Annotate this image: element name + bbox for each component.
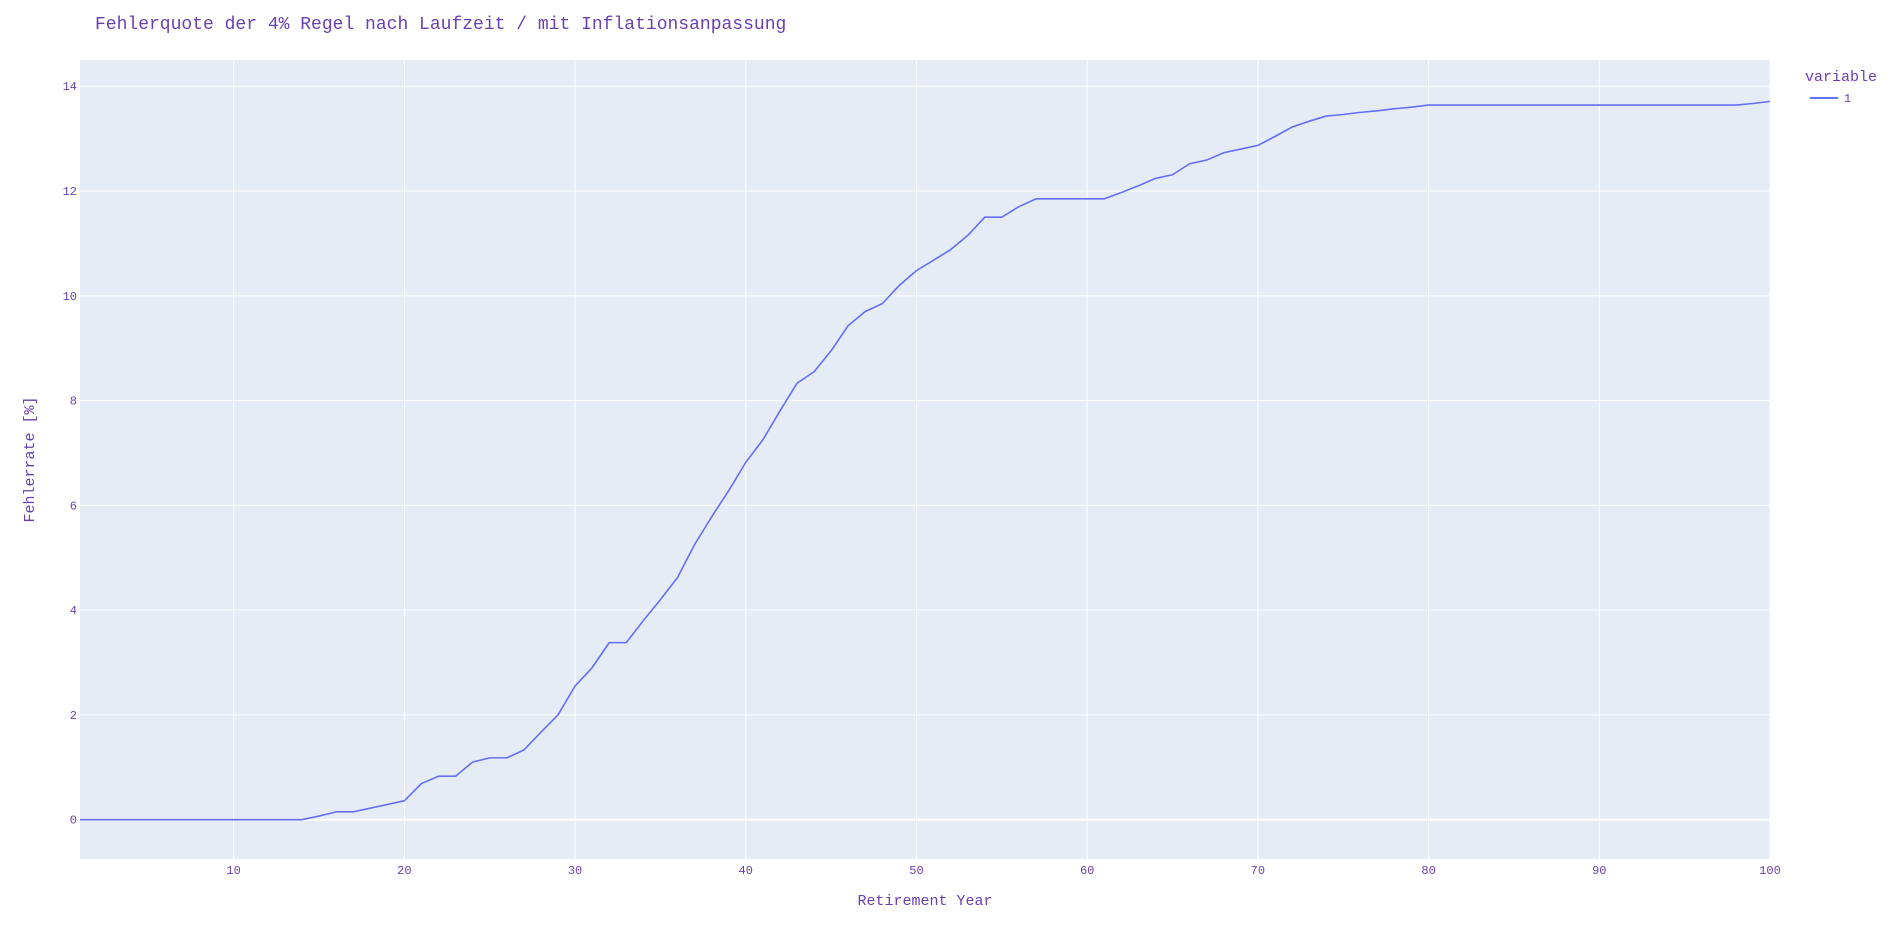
y-tick-label: 14 <box>63 80 77 94</box>
x-tick-label: 70 <box>1251 864 1265 878</box>
y-tick-label: 8 <box>70 395 77 409</box>
x-tick-label: 80 <box>1421 864 1435 878</box>
legend: variable 1 <box>1805 69 1877 106</box>
x-gridlines <box>233 60 1771 859</box>
legend-items: 1 <box>1810 92 1851 106</box>
x-axis-ticks: 10 20 30 40 50 60 70 80 90 100 <box>226 864 1780 878</box>
series-lines <box>80 100 1771 821</box>
x-tick-label: 100 <box>1759 864 1781 878</box>
y-gridlines <box>80 85 1770 821</box>
x-tick-label: 40 <box>739 864 753 878</box>
x-tick-label: 20 <box>397 864 411 878</box>
chart-title: Fehlerquote der 4% Regel nach Laufzeit /… <box>95 15 786 35</box>
y-tick-label: 0 <box>70 814 77 828</box>
y-tick-label: 10 <box>63 290 77 304</box>
y-tick-label: 2 <box>70 709 77 723</box>
x-tick-label: 50 <box>909 864 923 878</box>
x-tick-label: 30 <box>568 864 582 878</box>
y-axis-label: Fehlerrate [%] <box>22 396 39 522</box>
legend-label: 1 <box>1844 92 1851 106</box>
legend-title: variable <box>1805 69 1877 86</box>
plot-area <box>80 60 1770 859</box>
y-tick-label: 12 <box>63 185 77 199</box>
y-axis-ticks: 0 2 4 6 8 10 12 14 <box>63 80 77 828</box>
x-axis-label: Retirement Year <box>857 893 992 910</box>
y-tick-label: 4 <box>70 604 77 618</box>
x-tick-label: 10 <box>226 864 240 878</box>
y-tick-label: 6 <box>70 499 77 513</box>
series-line <box>80 100 1771 821</box>
x-tick-label: 60 <box>1080 864 1094 878</box>
x-tick-label: 90 <box>1592 864 1606 878</box>
